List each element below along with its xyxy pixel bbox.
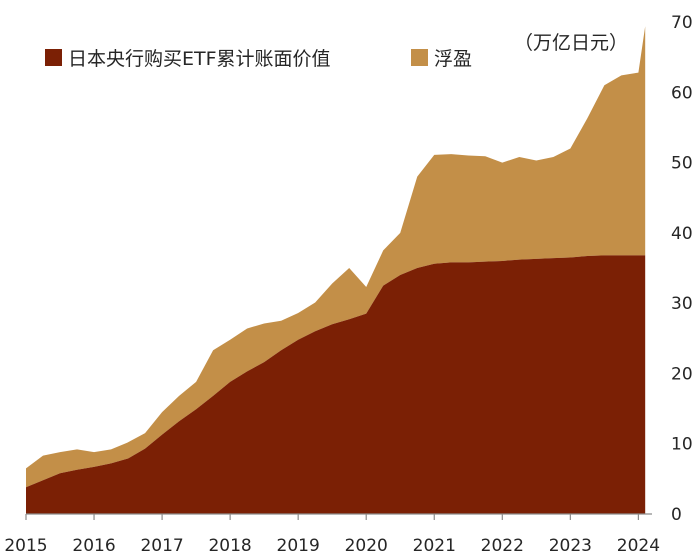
x-tick-label: 2024 — [617, 536, 660, 556]
y-tick-label: 10 — [671, 435, 693, 455]
x-tick-label: 2017 — [140, 536, 183, 556]
x-tick-label: 2015 — [4, 536, 47, 556]
x-tick-label: 2021 — [413, 536, 456, 556]
y-tick-label: 50 — [671, 154, 693, 174]
legend-label-unrealized-gain: 浮盈 — [434, 48, 472, 70]
x-tick-label: 2018 — [208, 536, 251, 556]
x-tick-label: 2023 — [549, 536, 592, 556]
legend-swatch-unrealized-gain — [411, 49, 428, 66]
x-tick-label: 2019 — [277, 536, 320, 556]
area-series-etf-book-value — [26, 255, 646, 514]
legend: 日本央行购买ETF累计账面价值 浮盈 — [45, 48, 472, 70]
x-tick-label: 2016 — [72, 536, 115, 556]
area-series-unrealized-gain — [26, 26, 646, 488]
x-tick-label: 2020 — [345, 536, 388, 556]
legend-label-etf-book-value: 日本央行购买ETF累计账面价值 — [68, 48, 331, 70]
legend-swatch-etf-book-value — [45, 49, 62, 66]
y-tick-label: 0 — [671, 505, 682, 525]
y-tick-label: 20 — [671, 364, 693, 384]
y-tick-label: 40 — [671, 224, 693, 244]
y-axis: 0 10 20 30 40 50 60 70 — [671, 13, 693, 525]
plot-area — [26, 26, 646, 514]
y-tick-label: 70 — [671, 13, 693, 33]
x-axis: 2015 2016 2017 2018 2019 2020 2021 2022 2023 2024 — [4, 514, 660, 556]
y-tick-label: 30 — [671, 294, 693, 314]
unit-label: （万亿日元） — [514, 32, 628, 54]
x-tick-label: 2022 — [481, 536, 524, 556]
y-tick-label: 60 — [671, 83, 693, 103]
